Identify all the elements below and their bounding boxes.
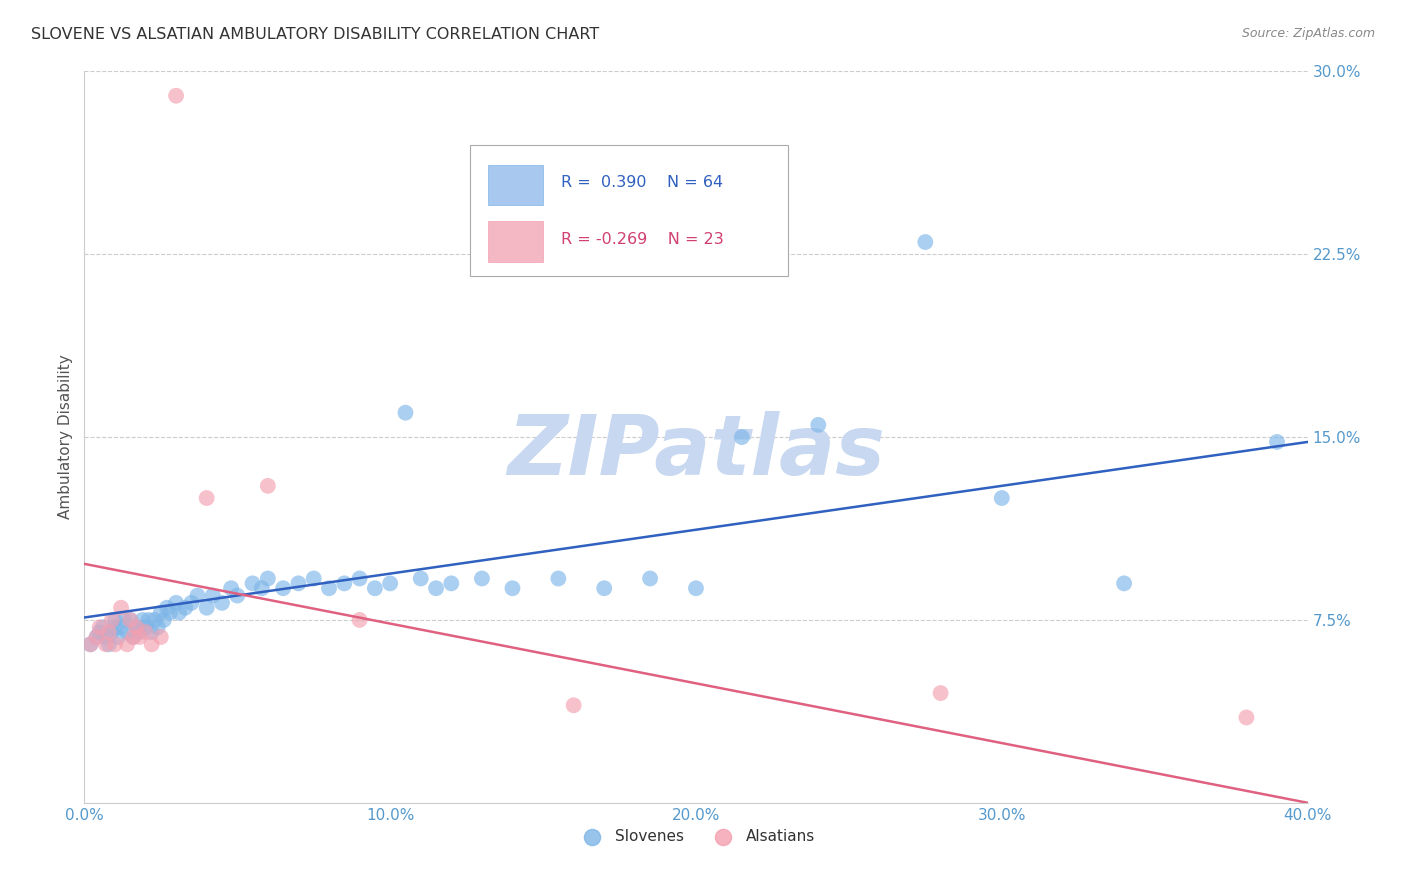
Point [165, 88, 187, 103]
Point [1265, 434, 1288, 449]
Point [731, 430, 754, 444]
Point [991, 491, 1014, 505]
Point [91, 620, 114, 634]
Point [250, 581, 273, 595]
Point [425, 581, 447, 595]
Point [257, 572, 280, 586]
Point [1114, 576, 1136, 591]
Point [128, 625, 150, 640]
Point [79, 637, 101, 651]
Point [125, 620, 148, 634]
Point [131, 613, 153, 627]
Point [156, 600, 179, 615]
Point [257, 479, 280, 493]
Point [143, 613, 166, 627]
Point [125, 620, 148, 634]
Point [115, 637, 138, 651]
Point [929, 686, 952, 700]
Point [97, 637, 120, 651]
FancyBboxPatch shape [470, 145, 787, 277]
Point [914, 235, 936, 249]
Text: R =  0.390    N = 64: R = 0.390 N = 64 [561, 176, 724, 191]
Point [86, 630, 108, 644]
Point [302, 572, 325, 586]
Point [333, 576, 356, 591]
Point [502, 581, 524, 595]
Point [94, 637, 117, 651]
Point [122, 630, 145, 644]
Legend: Slovenes, Alsatians: Slovenes, Alsatians [571, 822, 821, 850]
Text: R = -0.269    N = 23: R = -0.269 N = 23 [561, 232, 724, 247]
Point [104, 620, 127, 634]
Point [141, 637, 163, 651]
Point [226, 589, 249, 603]
Point [685, 581, 707, 595]
Point [593, 581, 616, 595]
Point [159, 606, 181, 620]
Point [180, 596, 202, 610]
Point [195, 600, 218, 615]
Point [97, 625, 120, 640]
Point [120, 613, 142, 627]
Point [1236, 710, 1258, 724]
Point [149, 606, 172, 620]
Text: Source: ZipAtlas.com: Source: ZipAtlas.com [1241, 27, 1375, 40]
Y-axis label: Ambulatory Disability: Ambulatory Disability [58, 355, 73, 519]
Point [112, 613, 135, 627]
Point [440, 576, 463, 591]
Point [211, 596, 233, 610]
Point [318, 581, 340, 595]
Point [287, 576, 309, 591]
Text: ZIPatlas: ZIPatlas [508, 411, 884, 492]
Point [101, 625, 124, 640]
Point [135, 620, 157, 634]
Point [86, 630, 108, 644]
Point [94, 630, 117, 644]
Point [242, 576, 264, 591]
Point [186, 589, 208, 603]
Point [638, 572, 661, 586]
Point [89, 625, 111, 640]
Point [120, 613, 142, 627]
Point [562, 698, 585, 713]
Point [110, 600, 132, 615]
Point [135, 625, 157, 640]
Point [89, 620, 111, 634]
Point [547, 572, 569, 586]
Point [104, 613, 127, 627]
Point [174, 600, 197, 615]
Point [201, 589, 224, 603]
Bar [488, 221, 543, 261]
Point [79, 637, 101, 651]
Point [128, 630, 150, 644]
Text: SLOVENE VS ALSATIAN AMBULATORY DISABILITY CORRELATION CHART: SLOVENE VS ALSATIAN AMBULATORY DISABILIT… [31, 27, 599, 42]
Point [149, 630, 172, 644]
Point [104, 637, 127, 651]
Point [380, 576, 402, 591]
Bar [488, 165, 543, 205]
Point [195, 491, 218, 505]
Point [122, 630, 145, 644]
Point [138, 613, 160, 627]
Point [141, 625, 163, 640]
Point [807, 417, 830, 432]
Point [165, 596, 187, 610]
Point [349, 613, 371, 627]
Point [115, 625, 138, 640]
Point [110, 620, 132, 634]
Point [471, 572, 494, 586]
Point [153, 613, 176, 627]
Point [107, 630, 129, 644]
Point [219, 581, 242, 595]
Point [364, 581, 387, 595]
Point [409, 572, 432, 586]
Point [394, 406, 416, 420]
Point [349, 572, 371, 586]
Point [167, 606, 190, 620]
Point [271, 581, 294, 595]
Point [146, 620, 169, 634]
Point [101, 613, 124, 627]
